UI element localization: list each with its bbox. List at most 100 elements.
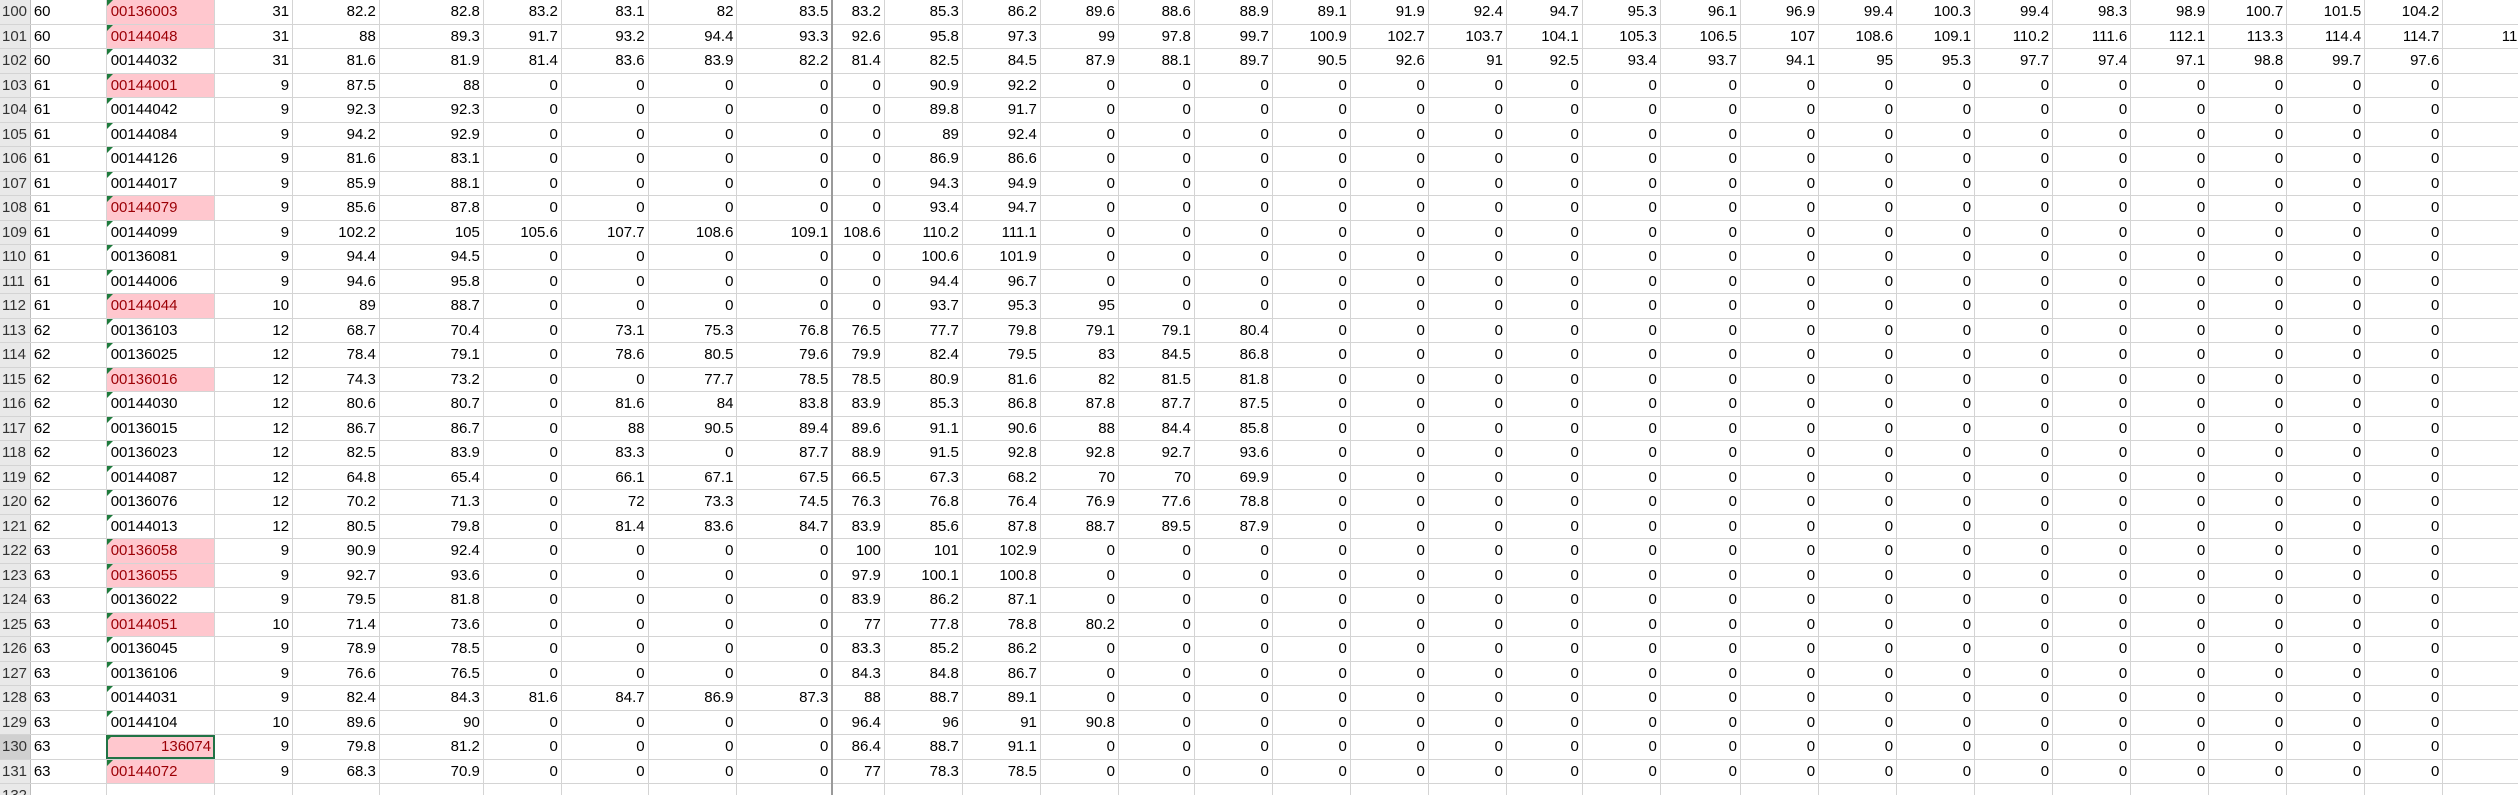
value-cell[interactable]: 0 — [1582, 416, 1661, 441]
value-cell[interactable]: 0 — [1818, 685, 1898, 711]
value-cell[interactable]: 68.3 — [292, 759, 380, 784]
value-cell[interactable]: 87.5 — [292, 73, 380, 98]
value-cell[interactable]: 0 — [1428, 195, 1507, 221]
value-cell[interactable]: 0 — [1506, 734, 1583, 760]
value-cell[interactable]: 81.8 — [379, 587, 484, 613]
value-cell[interactable]: 94.4 — [648, 24, 738, 49]
value-cell[interactable] — [2442, 563, 2518, 588]
value-cell[interactable]: 0 — [561, 171, 649, 196]
value-cell[interactable]: 78.5 — [832, 367, 885, 392]
row-header[interactable]: 104 — [0, 97, 31, 123]
value-cell[interactable]: 0 — [1040, 734, 1119, 760]
value-cell[interactable]: 0 — [1974, 146, 2054, 172]
group-cell[interactable]: 61 — [30, 269, 107, 294]
value-cell[interactable]: 0 — [1272, 489, 1351, 515]
value-cell[interactable]: 0 — [2052, 759, 2132, 784]
value-cell[interactable]: 0 — [736, 293, 834, 319]
value-cell[interactable]: 0 — [2364, 685, 2444, 711]
value-cell[interactable]: 86.7 — [962, 661, 1041, 686]
value-cell[interactable]: 97.7 — [1974, 48, 2054, 74]
value-cell[interactable]: 0 — [1040, 171, 1119, 196]
group-cell[interactable]: 62 — [30, 514, 107, 539]
value-cell[interactable]: 91 — [1428, 48, 1507, 74]
value-cell[interactable]: 88.1 — [379, 171, 484, 196]
value-cell[interactable]: 0 — [2052, 293, 2132, 319]
value-cell[interactable]: 0 — [1428, 293, 1507, 319]
value-cell[interactable]: 0 — [1660, 465, 1742, 490]
value-cell[interactable]: 0 — [2208, 97, 2288, 123]
value-cell[interactable]: 0 — [483, 97, 562, 123]
value-cell[interactable]: 90.6 — [962, 416, 1041, 441]
value-cell[interactable]: 0 — [1040, 244, 1119, 270]
value-cell[interactable]: 10 — [214, 293, 294, 319]
value-cell[interactable]: 0 — [1350, 416, 1429, 441]
value-cell[interactable]: 0 — [1660, 587, 1742, 613]
value-cell[interactable]: 0 — [1896, 612, 1976, 637]
value-cell[interactable]: 88.7 — [379, 293, 484, 319]
value-cell[interactable]: 12 — [214, 465, 294, 490]
value-cell[interactable]: 0 — [1660, 367, 1742, 392]
value-cell[interactable]: 0 — [2286, 73, 2366, 98]
value-cell[interactable] — [2442, 612, 2518, 637]
value-cell[interactable]: 0 — [1272, 220, 1351, 245]
id-cell[interactable]: 00144001 — [106, 73, 216, 98]
value-cell[interactable]: 76.3 — [832, 489, 885, 515]
value-cell[interactable]: 0 — [1974, 220, 2054, 245]
value-cell[interactable]: 0 — [2208, 293, 2288, 319]
value-cell[interactable]: 0 — [1818, 318, 1898, 343]
value-cell[interactable]: 0 — [2208, 661, 2288, 686]
value-cell[interactable]: 9 — [214, 759, 294, 784]
value-cell[interactable]: 102.7 — [1350, 24, 1429, 49]
value-cell[interactable]: 0 — [1818, 612, 1898, 637]
value-cell[interactable]: 0 — [561, 97, 649, 123]
value-cell[interactable]: 0 — [2130, 391, 2210, 417]
value-cell[interactable]: 0 — [2364, 563, 2444, 588]
value-cell[interactable]: 0 — [2208, 416, 2288, 441]
id-cell[interactable]: 00144017 — [106, 171, 216, 196]
value-cell[interactable]: 97.8 — [1118, 24, 1195, 49]
value-cell[interactable]: 87.8 — [1040, 391, 1119, 417]
value-cell[interactable]: 94.6 — [292, 269, 380, 294]
value-cell[interactable]: 0 — [1974, 489, 2054, 515]
value-cell[interactable]: 0 — [2130, 318, 2210, 343]
value-cell[interactable]: 0 — [1506, 416, 1583, 441]
value-cell[interactable]: 108.6 — [648, 220, 738, 245]
value-cell[interactable] — [1506, 783, 1583, 795]
value-cell[interactable]: 0 — [1974, 244, 2054, 270]
value-cell[interactable]: 0 — [1194, 146, 1273, 172]
value-cell[interactable]: 0 — [1506, 122, 1583, 147]
value-cell[interactable]: 0 — [2052, 195, 2132, 221]
value-cell[interactable]: 82 — [648, 0, 738, 25]
value-cell[interactable]: 0 — [1428, 122, 1507, 147]
value-cell[interactable]: 84.3 — [379, 685, 484, 711]
value-cell[interactable]: 0 — [2364, 244, 2444, 270]
value-cell[interactable]: 89.6 — [1040, 0, 1119, 25]
value-cell[interactable]: 87.7 — [1118, 391, 1195, 417]
value-cell[interactable]: 0 — [2286, 391, 2366, 417]
value-cell[interactable] — [2442, 122, 2518, 147]
value-cell[interactable] — [2442, 710, 2518, 735]
value-cell[interactable]: 0 — [1272, 318, 1351, 343]
value-cell[interactable]: 0 — [1974, 563, 2054, 588]
value-cell[interactable]: 0 — [1660, 612, 1742, 637]
value-cell[interactable] — [2442, 587, 2518, 613]
value-cell[interactable]: 0 — [1506, 171, 1583, 196]
value-cell[interactable]: 0 — [1974, 465, 2054, 490]
value-cell[interactable]: 0 — [1740, 269, 1820, 294]
value-cell[interactable]: 0 — [1896, 318, 1976, 343]
value-cell[interactable]: 0 — [2364, 759, 2444, 784]
value-cell[interactable]: 78.8 — [1194, 489, 1273, 515]
value-cell[interactable]: 0 — [1740, 318, 1820, 343]
value-cell[interactable]: 0 — [1818, 391, 1898, 417]
value-cell[interactable]: 0 — [1194, 685, 1273, 711]
value-cell[interactable]: 0 — [483, 710, 562, 735]
value-cell[interactable]: 0 — [1740, 636, 1820, 662]
value-cell[interactable]: 79.9 — [832, 342, 885, 368]
value-cell[interactable]: 0 — [1974, 636, 2054, 662]
value-cell[interactable]: 100.3 — [1896, 0, 1976, 25]
id-cell[interactable]: 00144042 — [106, 97, 216, 123]
value-cell[interactable]: 0 — [1660, 269, 1742, 294]
value-cell[interactable]: 0 — [1818, 244, 1898, 270]
value-cell[interactable]: 86.7 — [292, 416, 380, 441]
value-cell[interactable]: 0 — [1896, 269, 1976, 294]
